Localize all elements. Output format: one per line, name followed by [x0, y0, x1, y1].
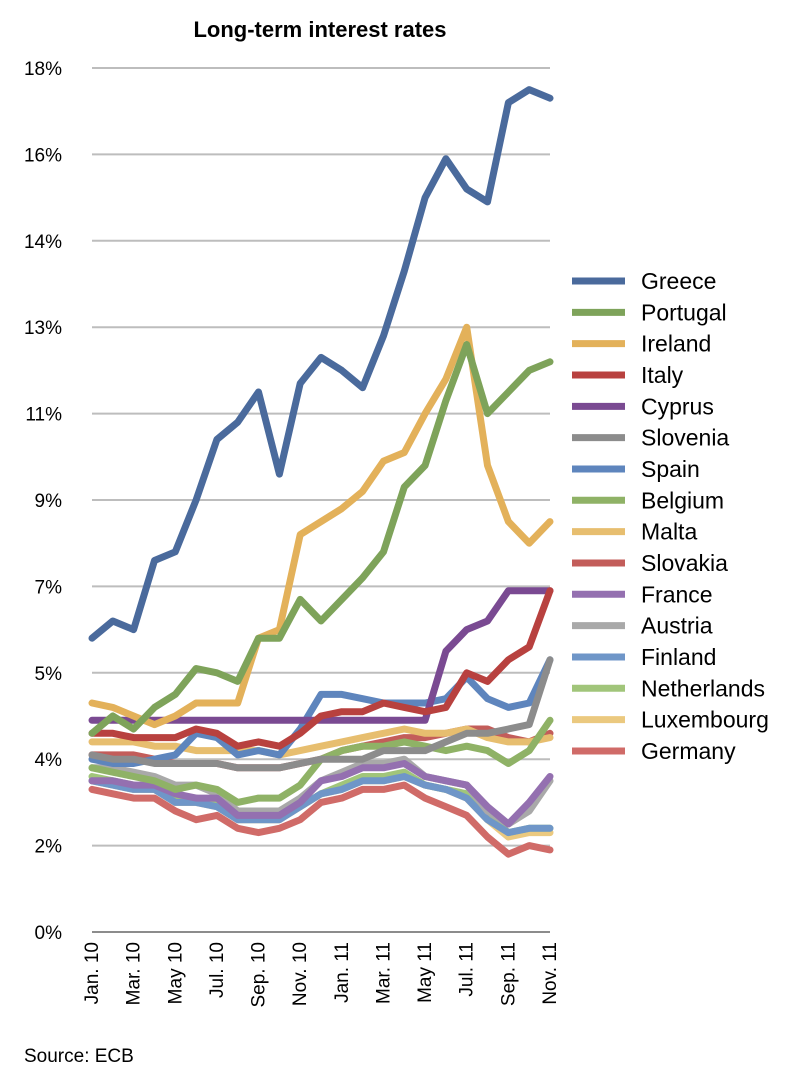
series-line-spain — [88, 656, 554, 767]
legend-label: Spain — [641, 456, 700, 482]
legend-label: France — [641, 581, 713, 607]
legend-label: Malta — [641, 519, 697, 545]
y-tick-label: 5% — [35, 664, 63, 685]
series-line-greece — [88, 86, 554, 642]
x-tick-label: May 10 — [165, 942, 186, 1004]
y-tick-label: 7% — [35, 577, 63, 598]
series-lines — [88, 86, 554, 858]
y-tick-label: 2% — [35, 837, 63, 858]
legend-label: Austria — [641, 613, 713, 639]
legend-label: Netherlands — [641, 675, 765, 701]
series-line-slovenia — [88, 656, 554, 772]
legend-label: Ireland — [641, 331, 711, 357]
x-tick-label: Jan. 11 — [332, 942, 353, 1003]
y-tick-label: 18% — [24, 59, 62, 80]
x-tick-label: Sep. 10 — [249, 942, 270, 1008]
x-tick-label: Jul. 11 — [457, 942, 478, 997]
series-line-france — [88, 760, 554, 828]
series-line-germany — [88, 781, 554, 858]
y-axis-ticks: 0% 2% 4% 5% 7% 9% 11% 13% 14% 16% 18% — [24, 59, 62, 944]
x-tick-label: May 11 — [415, 942, 436, 1003]
y-tick-label: 0% — [35, 923, 63, 944]
legend: Greece Portugal Ireland Italy Cyprus Slovenia… — [572, 268, 769, 764]
y-tick-label: 9% — [35, 491, 63, 512]
legend-label: Greece — [641, 268, 716, 294]
chart-title: Long-term interest rates — [193, 17, 446, 42]
legend-label: Slovakia — [641, 550, 728, 576]
x-tick-label: Sep. 11 — [498, 942, 519, 1006]
x-tick-label: Nov. 10 — [290, 942, 311, 1006]
x-axis-ticks: Jan. 10 Mar. 10 May 10 Jul. 10 Sep. 10 Nov. 1… — [82, 942, 561, 1008]
y-tick-label: 13% — [24, 318, 62, 339]
legend-label: Luxembourg — [641, 707, 769, 733]
x-tick-label: Jul. 10 — [207, 942, 228, 998]
legend-label: Portugal — [641, 299, 727, 325]
legend-label: Cyprus — [641, 393, 714, 419]
x-tick-label: Jan. 10 — [82, 942, 103, 1004]
x-tick-label: Mar. 11 — [373, 942, 394, 1004]
legend-label: Slovenia — [641, 425, 729, 451]
series-line-italy — [88, 587, 554, 750]
y-tick-label: 4% — [35, 750, 63, 771]
y-tick-label: 16% — [24, 145, 62, 166]
legend-label: Germany — [641, 738, 736, 764]
y-tick-label: 11% — [25, 405, 62, 426]
x-tick-label: Nov. 11 — [540, 942, 561, 1005]
series-line-portugal — [88, 341, 554, 737]
legend-label: Belgium — [641, 487, 724, 513]
source-note: Source: ECB — [24, 1046, 134, 1067]
legend-label: Italy — [641, 362, 684, 388]
series-line-finland — [88, 773, 554, 837]
y-tick-label: 14% — [24, 232, 62, 253]
legend-label: Finland — [641, 644, 716, 670]
x-tick-label: Mar. 10 — [124, 942, 145, 1005]
